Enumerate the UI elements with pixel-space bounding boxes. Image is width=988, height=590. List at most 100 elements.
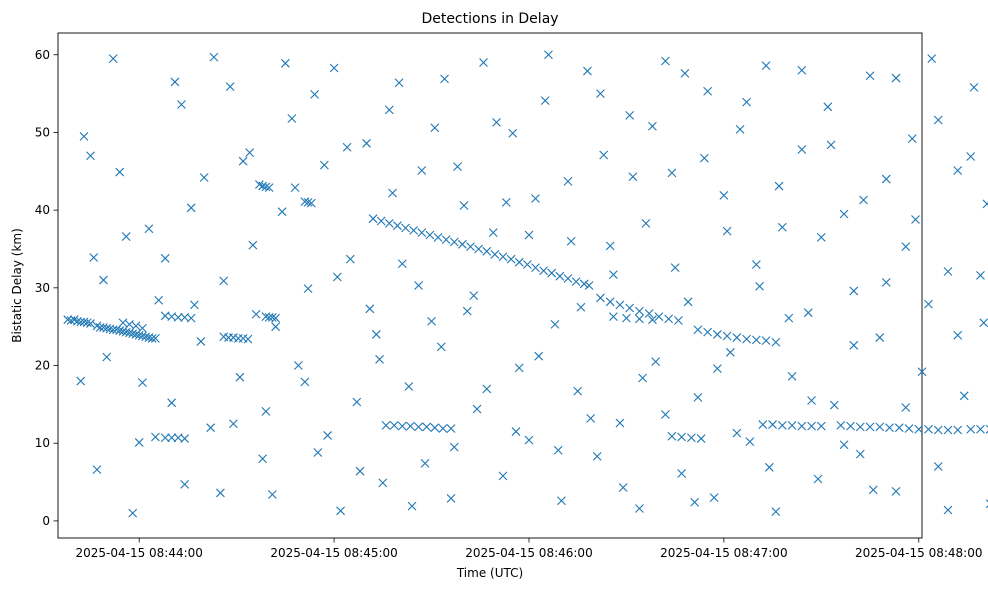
data-point [186,203,196,213]
data-point [703,327,713,337]
data-point [771,507,781,516]
data-point [160,253,170,263]
data-point [797,65,807,75]
data-point [108,54,118,64]
data-point [310,89,319,99]
data-point [352,397,362,407]
data-point [154,295,164,305]
data-point [355,466,365,476]
data-point [430,123,440,133]
data-point [474,244,484,254]
y-tick-label: 30 [35,281,50,295]
data-point [787,372,797,381]
data-point [836,420,846,430]
data-point [911,215,920,224]
data-point [544,50,553,60]
data-point [677,469,687,478]
data-point [855,449,865,459]
data-point [438,424,448,433]
data-point [112,325,121,335]
data-point [771,337,781,347]
data-point [488,228,498,238]
data-point [914,424,924,434]
data-point [609,270,618,280]
data-point [401,223,410,233]
data-point [823,102,833,112]
data-point [584,281,594,290]
data-point [216,488,225,498]
data-point [271,322,281,332]
data-point [514,257,524,267]
data-point [287,114,297,123]
data-point [209,52,219,62]
data-point [459,201,469,210]
data-point [735,124,745,134]
y-tick-label: 60 [35,48,50,62]
data-point [180,480,190,489]
data-point [693,392,703,402]
data-point [482,246,492,256]
data-point [680,69,690,78]
data-point [599,150,609,160]
data-point [79,317,89,327]
data-point [635,314,644,324]
data-point [953,425,963,435]
x-tick-label: 2025-04-15 08:45:00 [270,546,397,560]
data-point [436,342,446,352]
data-point [76,376,86,386]
data-point [826,140,836,150]
data-point [397,421,407,431]
data-point [618,483,628,492]
data-point [596,293,605,303]
data-point [498,252,508,262]
data-point [524,435,534,445]
data-point [703,86,713,96]
data-point [579,279,589,289]
x-tick-label: 2025-04-15 08:46:00 [465,546,592,560]
data-point [865,71,875,81]
data-point [638,373,648,383]
data-point [917,367,927,377]
data-point [615,300,625,310]
data-point [414,281,423,290]
y-axis-title: Bistatic Delay (km) [10,228,24,343]
data-point [167,398,177,408]
data-point [881,174,891,184]
data-point [144,224,154,234]
data-point [258,181,268,191]
data-point [891,73,901,83]
data-point [901,403,911,412]
data-point [118,326,128,336]
data-point [368,214,378,224]
data-point [235,372,245,382]
data-point [300,377,310,387]
data-point [449,442,459,452]
data-point [420,459,430,468]
data-point [651,357,661,367]
data-point [690,497,700,507]
data-point [784,313,794,323]
data-point [462,306,472,316]
data-point [417,166,427,175]
data-point [648,315,657,325]
data-point [306,198,316,208]
data-point [422,422,432,432]
data-point [102,323,112,333]
data-point [534,351,544,361]
data-point [953,330,963,340]
data-point [959,391,969,401]
data-point [943,505,953,515]
data-point [397,259,407,269]
data-point [933,115,943,125]
data-point [904,424,914,433]
data-point [761,61,771,71]
data-point [206,423,216,433]
data-point [511,427,521,436]
data-point [625,303,635,313]
data-point [813,474,823,484]
data-point [596,89,605,98]
data-point [859,195,868,205]
y-tick-label: 0 [42,514,50,528]
data-point [953,166,963,175]
data-point [138,331,147,341]
